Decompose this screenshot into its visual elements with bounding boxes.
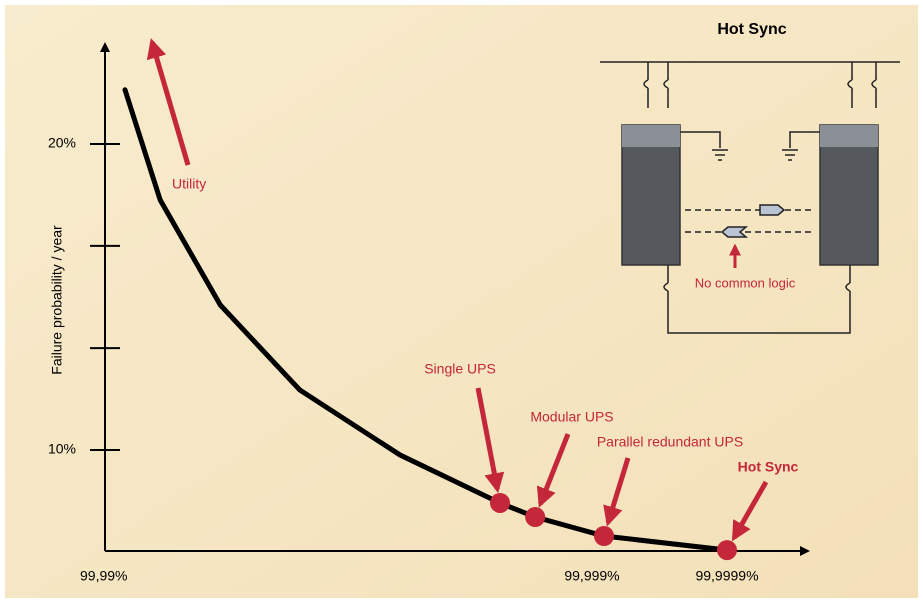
point (594, 526, 614, 546)
y-axis-label: Failure probability / year (49, 225, 65, 375)
point (490, 493, 510, 513)
y-tick-label: 10% (48, 441, 76, 457)
x-tick-label: 99,99% (80, 568, 127, 584)
point (717, 540, 737, 560)
inset-note: No common logic (695, 275, 796, 290)
inset-title: Hot Sync (717, 21, 786, 38)
y-tick-label: 20% (48, 135, 76, 151)
annotation: Utility (172, 176, 206, 192)
x-tick-label: 99,9999% (695, 568, 758, 584)
point (525, 507, 545, 527)
x-tick-label: 99,999% (564, 568, 619, 584)
point-label: Parallel redundant UPS (597, 434, 743, 450)
point-label: Single UPS (424, 361, 496, 377)
background (5, 5, 918, 598)
chart: Failure probability / year Utility Hot S… (0, 0, 923, 603)
point-label: Modular UPS (530, 409, 613, 425)
page: {"chart_data": { "type": "scatter", "yla… (0, 0, 923, 603)
point-label: Hot Sync (738, 459, 799, 475)
